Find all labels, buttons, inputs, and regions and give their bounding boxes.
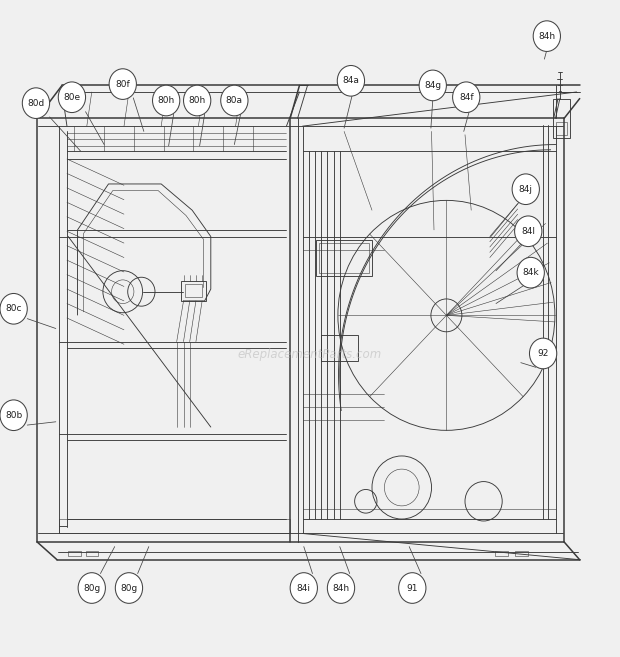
Ellipse shape [115, 573, 143, 603]
Ellipse shape [221, 85, 248, 116]
Ellipse shape [512, 174, 539, 204]
Text: 84f: 84f [459, 93, 474, 102]
Text: 80e: 80e [63, 93, 81, 102]
Text: 91: 91 [407, 583, 418, 593]
Ellipse shape [58, 82, 86, 112]
Text: eReplacementParts.com: eReplacementParts.com [238, 348, 382, 361]
Text: 80h: 80h [188, 96, 206, 105]
Text: 84j: 84j [519, 185, 533, 194]
Text: 80b: 80b [5, 411, 22, 420]
Text: 80c: 80c [6, 304, 22, 313]
Text: 92: 92 [538, 349, 549, 358]
Ellipse shape [0, 294, 27, 324]
Text: 84h: 84h [538, 32, 556, 41]
Ellipse shape [109, 69, 136, 99]
Text: 80g: 80g [83, 583, 100, 593]
Text: 80a: 80a [226, 96, 243, 105]
Bar [515, 551, 528, 556]
Ellipse shape [327, 573, 355, 603]
Bar [59, 519, 290, 533]
Ellipse shape [0, 400, 27, 430]
Bar [556, 122, 567, 135]
Bar [86, 551, 98, 556]
Ellipse shape [529, 338, 557, 369]
Ellipse shape [290, 573, 317, 603]
Bar [321, 335, 358, 361]
Ellipse shape [184, 85, 211, 116]
Bar [181, 281, 206, 301]
Ellipse shape [515, 216, 542, 246]
Ellipse shape [153, 85, 180, 116]
Text: 80g: 80g [120, 583, 138, 593]
Bar [316, 240, 372, 276]
Ellipse shape [533, 21, 560, 51]
Bar [553, 99, 570, 138]
Ellipse shape [419, 70, 446, 101]
Ellipse shape [337, 66, 365, 96]
Bar [495, 551, 508, 556]
Text: 80h: 80h [157, 96, 175, 105]
Text: 84h: 84h [332, 583, 350, 593]
Text: 84l: 84l [521, 227, 535, 236]
Text: 84i: 84i [297, 583, 311, 593]
Text: 80d: 80d [27, 99, 45, 108]
Ellipse shape [22, 88, 50, 118]
Ellipse shape [399, 573, 426, 603]
Text: 84g: 84g [424, 81, 441, 90]
Text: 84a: 84a [342, 76, 360, 85]
Ellipse shape [453, 82, 480, 112]
Text: 84k: 84k [523, 268, 539, 277]
Bar [68, 551, 81, 556]
Ellipse shape [78, 573, 105, 603]
Ellipse shape [517, 258, 544, 288]
Bar [319, 243, 369, 273]
Text: 80f: 80f [115, 79, 130, 89]
Bar [185, 284, 202, 297]
